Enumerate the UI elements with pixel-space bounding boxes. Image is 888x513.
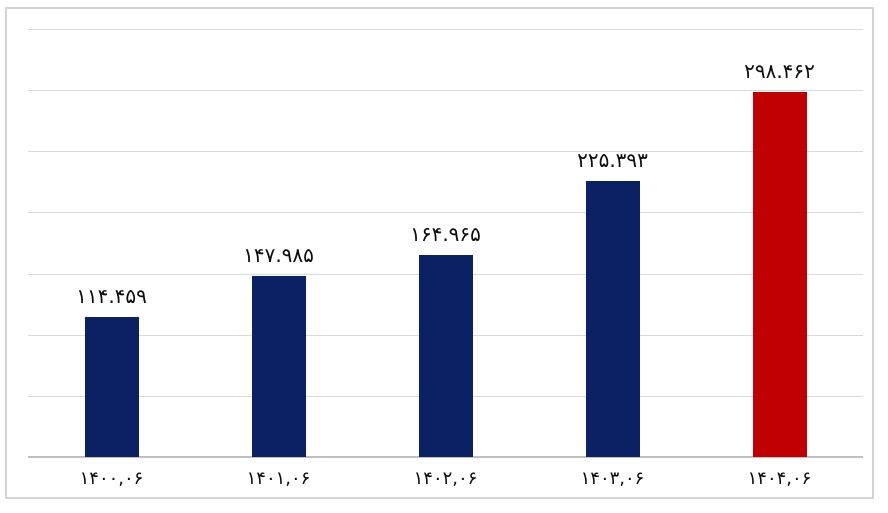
x-axis-line [28,456,863,458]
bar-value-label: ۱۱۴.۴۵۹ [76,284,147,308]
gridline [28,90,863,92]
gridline [28,29,863,30]
plot-area: ۱۱۴.۴۵۹ ۱۴۰۰,۰۶ ۱۴۷.۹۸۵ ۱۴۰۱,۰۶ ۱۶۴.۹۶۵ ۱۴۰۲,… [28,29,863,489]
bar-value-label: ۱۴۷.۹۸۵ [243,243,314,267]
bar-value-label: ۲۲۵.۳۹۳ [577,148,648,172]
bar-value-label: ۲۹۸.۴۶۲ [744,59,815,83]
bar [585,181,640,457]
x-axis-category-label: ۱۴۰۲,۰۶ [413,468,478,489]
bar [251,276,306,457]
bar [418,255,473,457]
gridline [28,151,863,153]
gridline [28,212,863,214]
bar [84,317,139,457]
x-axis-category-label: ۱۴۰۴,۰۶ [747,468,812,489]
bar-highlighted [752,92,807,457]
x-axis-category-label: ۱۴۰۰,۰۶ [79,468,144,489]
x-axis-category-label: ۱۴۰۱,۰۶ [246,468,311,489]
x-axis-category-label: ۱۴۰۳,۰۶ [580,468,645,489]
bar-value-label: ۱۶۴.۹۶۵ [410,222,481,246]
